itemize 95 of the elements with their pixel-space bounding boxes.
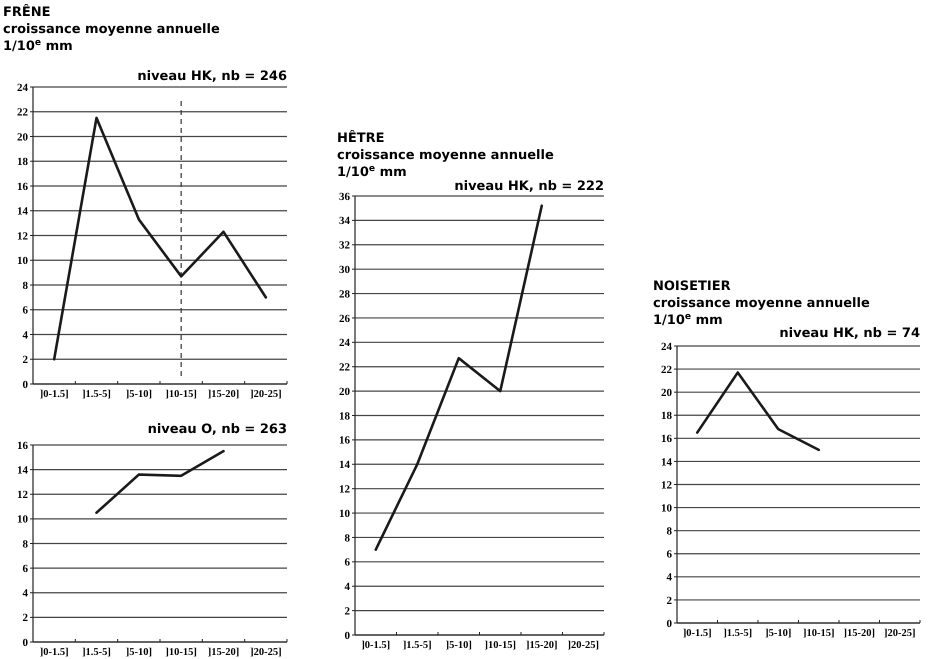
x-tick-label: ]10-15] bbox=[165, 389, 197, 400]
y-tick-label: 8 bbox=[666, 526, 672, 538]
y-tick-label: 18 bbox=[17, 156, 28, 168]
chart-title: NOISETIER bbox=[653, 279, 731, 294]
y-axis-title: 1/10$^{e}$ mm bbox=[3, 38, 73, 54]
chart-subtitle: croissance moyenne annuelle bbox=[3, 22, 220, 37]
x-tick-label: ]1.5-5] bbox=[723, 628, 752, 639]
y-tick-label: 10 bbox=[17, 514, 28, 526]
text: niveau O, nb = 263 bbox=[148, 422, 287, 437]
text: niveau HK, nb = 222 bbox=[454, 179, 604, 194]
x-tick-label: ]20-25] bbox=[568, 640, 599, 651]
y-tick-label: 28 bbox=[339, 288, 350, 300]
x-tick-label: ]10-15] bbox=[165, 647, 197, 658]
y-tick-label: 24 bbox=[339, 337, 350, 350]
x-tick-label: ]0-1.5] bbox=[361, 640, 390, 651]
x-tick-label: ]15-20] bbox=[844, 628, 875, 639]
line-series bbox=[374, 204, 544, 551]
x-tick-label: ]5-10] bbox=[126, 647, 152, 658]
x-tick-label: ]10-15] bbox=[484, 640, 516, 651]
x-tick-label: ]1.5-5] bbox=[82, 647, 111, 658]
chart-title: HÊTRE bbox=[337, 129, 385, 146]
x-tick-label: ]20-25] bbox=[250, 647, 282, 658]
y-tick-label: 20 bbox=[17, 131, 28, 144]
x-tick-label: ]0-1.5] bbox=[682, 628, 712, 639]
chart-subtitle: croissance moyenne annuelle bbox=[653, 296, 870, 311]
y-tick-label: 16 bbox=[17, 180, 28, 193]
x-tick-label: ]10-15] bbox=[803, 628, 834, 639]
y-tick-label: 8 bbox=[22, 280, 28, 292]
y-tick-label: 14 bbox=[661, 456, 672, 468]
y-tick-label: 4 bbox=[22, 588, 28, 600]
y-tick-label: 0 bbox=[666, 618, 672, 630]
y-tick-label: 6 bbox=[22, 562, 28, 575]
y-axis-title: 1/10$^{e}$ mm bbox=[337, 164, 407, 180]
x-tick-label: ]15-20] bbox=[208, 647, 240, 658]
x-tick-label: ]0-1.5] bbox=[40, 647, 69, 658]
y-tick-label: 20 bbox=[339, 386, 350, 398]
y-tick-label: 24 bbox=[17, 82, 28, 94]
y-tick-label: 24 bbox=[661, 340, 672, 353]
x-tick-label: ]5-10] bbox=[765, 628, 792, 639]
y-tick-label: 6 bbox=[666, 548, 672, 561]
y-tick-label: 6 bbox=[22, 304, 28, 317]
y-tick-label: 4 bbox=[344, 581, 350, 594]
y-tick-label: 16 bbox=[339, 434, 350, 447]
y-tick-label: 14 bbox=[17, 464, 28, 476]
y-tick-label: 4 bbox=[666, 572, 672, 584]
x-tick-label: ]1.5-5] bbox=[82, 389, 111, 400]
y-tick-label: 22 bbox=[339, 362, 350, 374]
y-tick-label: 2 bbox=[666, 594, 672, 607]
y-axis-title: 1/10$^{e}$ mm bbox=[653, 312, 723, 328]
x-tick-label: ]0-1.5] bbox=[40, 389, 69, 400]
y-tick-label: 36 bbox=[339, 190, 350, 203]
y-tick-label: 6 bbox=[344, 556, 350, 569]
y-tick-label: 0 bbox=[344, 630, 350, 642]
line-series bbox=[696, 371, 820, 452]
chart-subtitle: croissance moyenne annuelle bbox=[337, 148, 554, 163]
y-tick-label: 22 bbox=[661, 364, 672, 376]
line-series bbox=[52, 116, 268, 361]
x-tick-label: ]20-25] bbox=[250, 389, 282, 400]
y-tick-label: 8 bbox=[344, 532, 350, 544]
y-tick-label: 2 bbox=[22, 612, 28, 624]
y-tick-label: 20 bbox=[661, 387, 672, 400]
y-tick-label: 22 bbox=[17, 106, 28, 119]
y-tick-label: 10 bbox=[661, 502, 672, 514]
y-tick-label: 0 bbox=[22, 378, 28, 391]
y-tick-label: 2 bbox=[22, 354, 28, 366]
x-tick-label: ]15-20] bbox=[208, 389, 240, 400]
x-tick-label: ]5-10] bbox=[446, 640, 472, 651]
y-tick-label: 14 bbox=[17, 206, 28, 218]
text: niveau HK, nb = 74 bbox=[779, 326, 920, 341]
y-tick-label: 30 bbox=[339, 264, 350, 276]
chart-title: FRÊNE bbox=[3, 3, 51, 20]
y-tick-label: 16 bbox=[661, 433, 672, 446]
x-tick-label: ]1.5-5] bbox=[402, 640, 432, 651]
y-tick-label: 12 bbox=[339, 484, 350, 496]
y-tick-label: 12 bbox=[17, 230, 28, 242]
y-tick-label: 10 bbox=[17, 255, 28, 268]
x-tick-label: ]20-25] bbox=[884, 628, 916, 639]
y-tick-label: 10 bbox=[339, 508, 350, 520]
y-tick-label: 34 bbox=[339, 215, 350, 228]
y-tick-label: 4 bbox=[22, 329, 28, 342]
x-tick-label: ]5-10] bbox=[126, 389, 152, 400]
x-tick-label: ]15-20] bbox=[526, 640, 558, 651]
line-series bbox=[95, 450, 225, 514]
y-tick-label: 14 bbox=[339, 459, 350, 472]
text: niveau HK, nb = 246 bbox=[137, 69, 287, 84]
y-tick-label: 0 bbox=[22, 636, 28, 649]
y-tick-label: 26 bbox=[339, 312, 350, 325]
y-tick-label: 32 bbox=[339, 240, 350, 252]
y-tick-label: 8 bbox=[22, 538, 28, 550]
y-tick-label: 18 bbox=[339, 410, 350, 422]
y-tick-label: 12 bbox=[661, 479, 672, 492]
y-tick-label: 18 bbox=[661, 410, 672, 422]
y-tick-label: 16 bbox=[17, 440, 28, 452]
y-tick-label: 12 bbox=[17, 489, 28, 502]
y-tick-label: 2 bbox=[344, 605, 350, 618]
